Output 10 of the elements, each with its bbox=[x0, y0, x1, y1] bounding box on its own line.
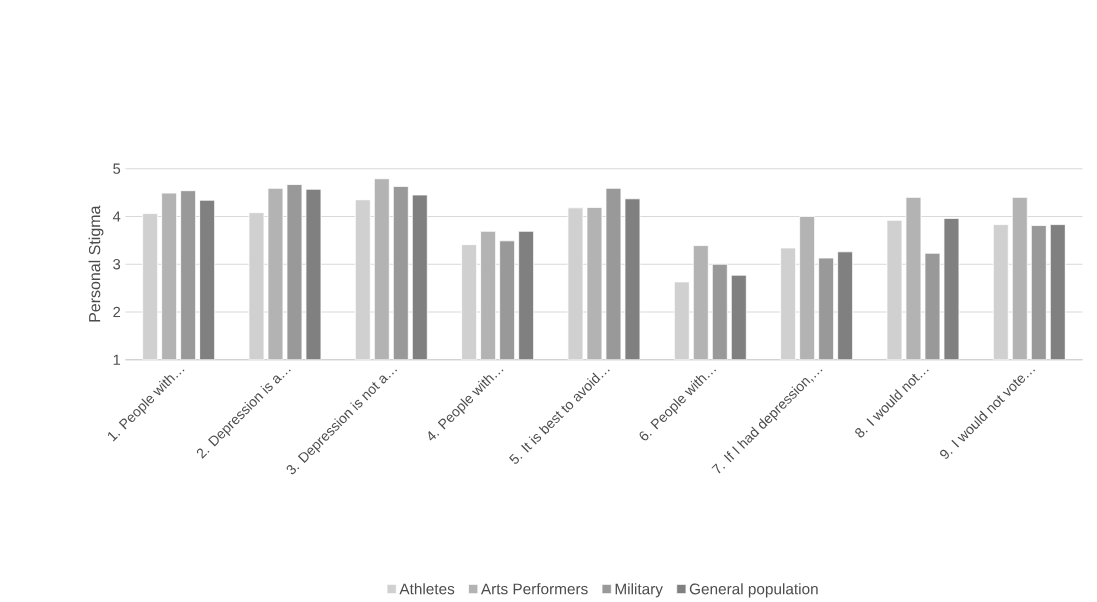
y-tick-label: 3 bbox=[113, 259, 121, 270]
y-tick-label: 4 bbox=[112, 211, 121, 222]
legend-label: Arts Performers bbox=[480, 583, 588, 595]
y-tick-label: 2 bbox=[113, 307, 121, 318]
y-tick-label: 1 bbox=[113, 354, 121, 365]
legend-label: Military bbox=[615, 583, 663, 598]
legend-label: General population bbox=[689, 583, 818, 598]
legend-label: Athletes bbox=[399, 583, 455, 595]
y-tick-label: 5 bbox=[113, 163, 121, 175]
y-axis-title: Personal Stigma bbox=[88, 205, 104, 322]
